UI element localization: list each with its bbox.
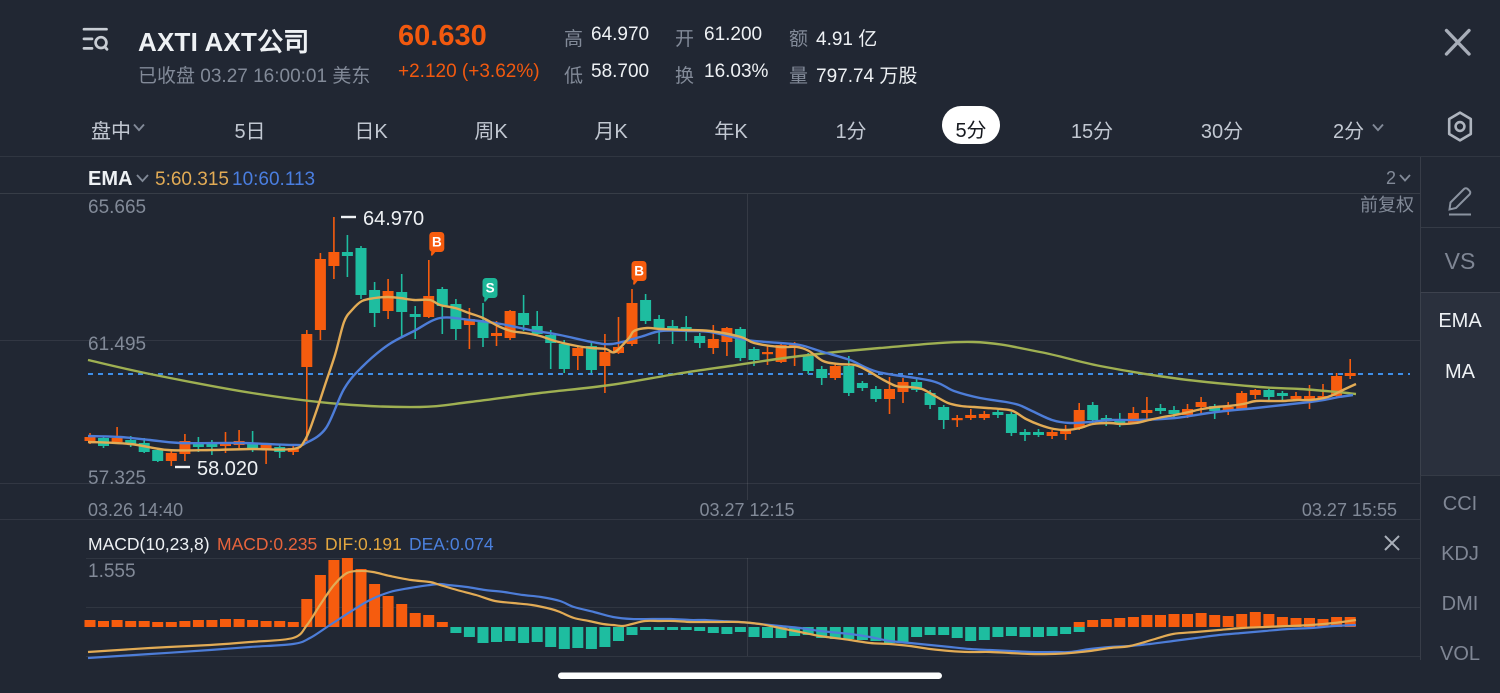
svg-text:2: 2 xyxy=(1386,168,1396,188)
svg-text:S: S xyxy=(486,281,495,296)
svg-text:03.27 12:15: 03.27 12:15 xyxy=(699,500,794,520)
svg-text:10:60.113: 10:60.113 xyxy=(232,169,315,190)
svg-text:DEA:0.074: DEA:0.074 xyxy=(409,534,494,554)
svg-text:64.970: 64.970 xyxy=(363,208,424,230)
svg-text:KDJ: KDJ xyxy=(1441,543,1479,565)
svg-text:EMA: EMA xyxy=(1438,310,1482,332)
svg-text:B: B xyxy=(432,235,442,250)
svg-text:DMI: DMI xyxy=(1442,593,1479,615)
svg-text:57.325: 57.325 xyxy=(88,468,146,489)
svg-text:MACD:0.235: MACD:0.235 xyxy=(217,534,317,554)
svg-text:03.26 14:40: 03.26 14:40 xyxy=(88,500,183,520)
svg-text:EMA: EMA xyxy=(88,168,132,190)
svg-text:VOL: VOL xyxy=(1440,643,1480,665)
svg-text:MA: MA xyxy=(1445,361,1476,383)
svg-text:1.555: 1.555 xyxy=(88,561,136,582)
svg-text:03.27 15:55: 03.27 15:55 xyxy=(1302,500,1397,520)
svg-text:61.495: 61.495 xyxy=(88,334,146,355)
svg-text:VS: VS xyxy=(1445,248,1476,274)
svg-text:B: B xyxy=(634,264,644,279)
svg-text:5:60.315: 5:60.315 xyxy=(155,169,229,190)
svg-text:58.020: 58.020 xyxy=(197,458,258,480)
svg-text:MACD(10,23,8): MACD(10,23,8) xyxy=(88,534,210,554)
svg-text:65.665: 65.665 xyxy=(88,197,146,218)
svg-text:前复权: 前复权 xyxy=(1360,195,1414,215)
svg-text:CCI: CCI xyxy=(1443,493,1477,515)
svg-text:DIF:0.191: DIF:0.191 xyxy=(325,534,402,554)
